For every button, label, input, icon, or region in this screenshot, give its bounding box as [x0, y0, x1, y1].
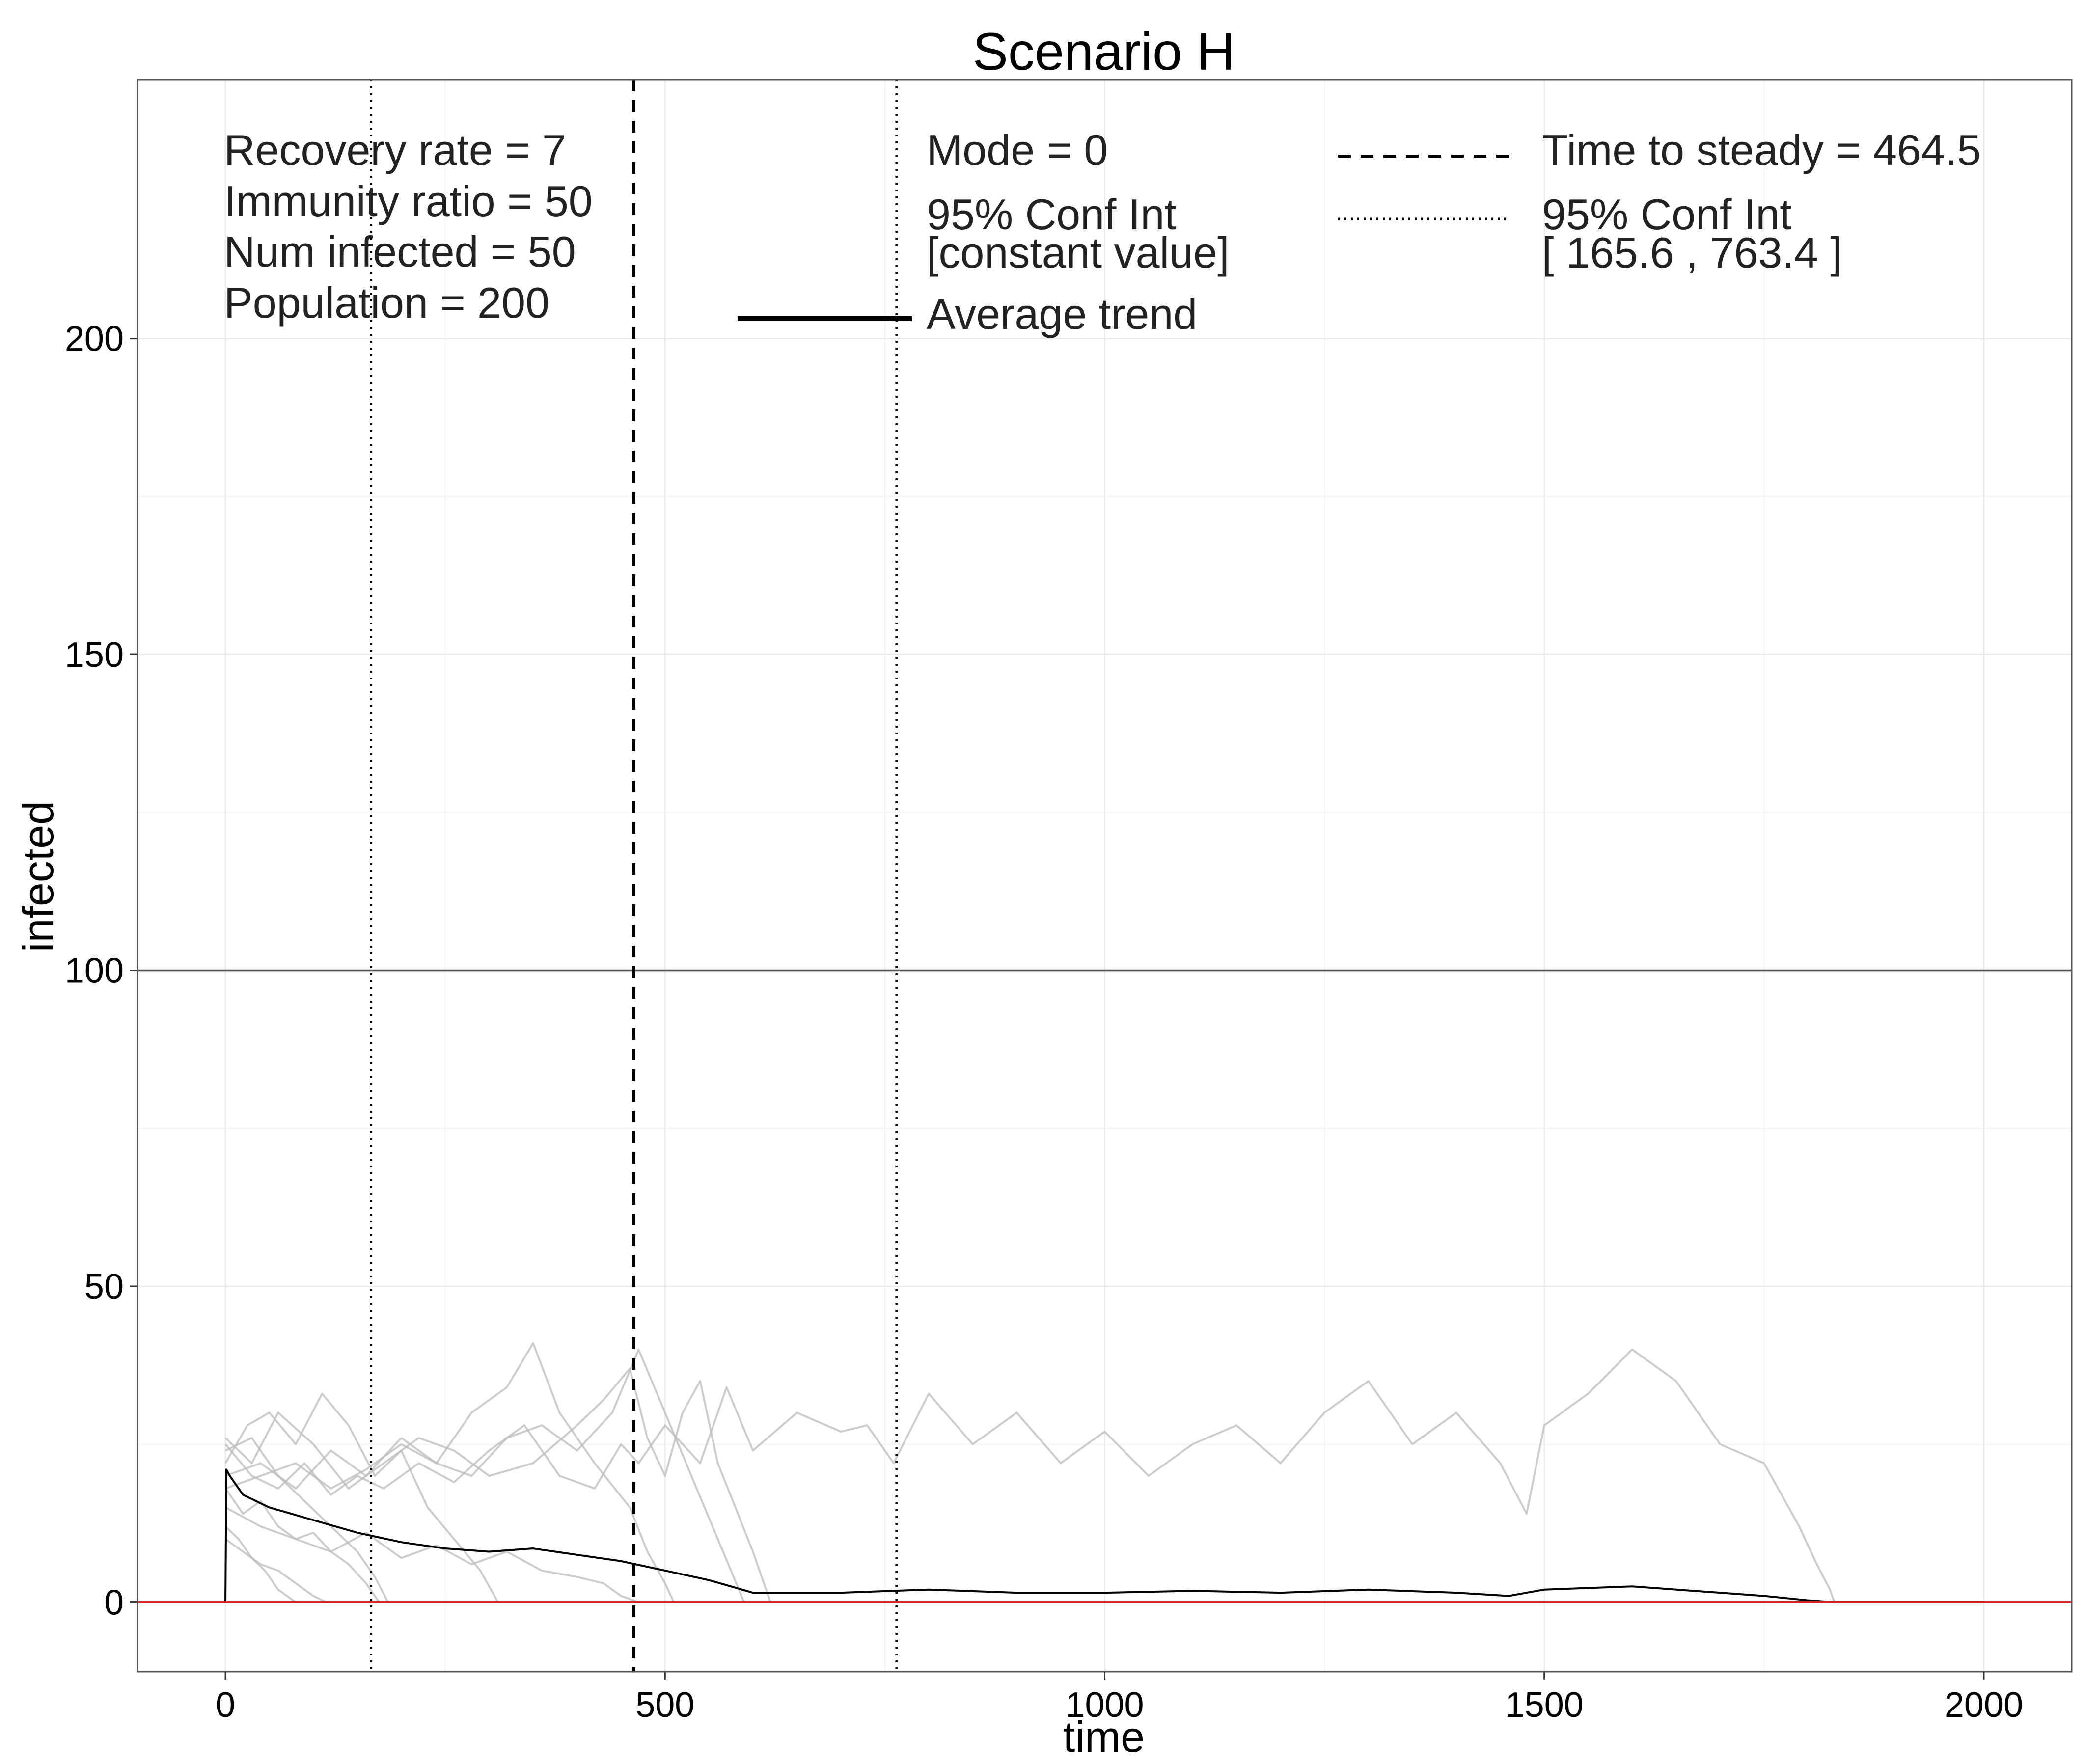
- steady-ci-value: [ 165.6 , 763.4 ]: [1542, 228, 1842, 277]
- time-to-steady-label: Time to steady = 464.5: [1542, 126, 1981, 174]
- mode-ci-label: 95% Conf Int: [927, 190, 1177, 239]
- y-tick-label: 200: [65, 320, 124, 359]
- x-axis-title: time: [1063, 1712, 1145, 1761]
- y-tick-label: 50: [84, 1267, 124, 1306]
- x-tick-label: 500: [635, 1685, 694, 1725]
- x-tick-label: 1500: [1505, 1685, 1584, 1725]
- y-axis-title: infected: [14, 801, 62, 952]
- param-immunity-ratio: Immunity ratio = 50: [224, 177, 593, 225]
- simulation-run-line: [224, 1367, 772, 1603]
- average-trend-label: Average trend: [927, 290, 1197, 338]
- simulation-run-line: [225, 1348, 745, 1603]
- y-tick-label: 0: [104, 1583, 124, 1622]
- simulation-run-line: [224, 1538, 327, 1603]
- simulation-run-line: [224, 1392, 499, 1603]
- x-tick-label: 1000: [1065, 1685, 1144, 1725]
- axis-ticks: 0 500 1000 1500 2000 0 50 100 150 200: [65, 320, 2023, 1725]
- y-tick-label: 150: [65, 635, 124, 675]
- param-num-infected: Num infected = 50: [224, 227, 576, 276]
- simulation-run-line: [225, 1342, 675, 1603]
- param-recovery-rate: Recovery rate = 7: [224, 126, 566, 174]
- average-series-group: [224, 1468, 1984, 1603]
- legend-annotations: Recovery rate = 7 Immunity ratio = 50 Nu…: [224, 126, 1981, 338]
- simulation-run-line: [224, 1348, 1836, 1603]
- param-population: Population = 200: [224, 278, 549, 327]
- y-tick-label: 100: [65, 951, 124, 991]
- run-series-group: [224, 1342, 1836, 1603]
- mode-label: Mode = 0: [927, 126, 1108, 174]
- simulation-run-line: [224, 1525, 297, 1603]
- simulation-run-line: [225, 1506, 639, 1603]
- chart-title: Scenario H: [973, 22, 1235, 81]
- mode-ci-value: [constant value]: [927, 228, 1229, 277]
- average-trend-line: [224, 1468, 1984, 1603]
- x-tick-label: 2000: [1945, 1685, 2023, 1725]
- x-tick-label: 0: [216, 1685, 235, 1725]
- steady-ci-label: 95% Conf Int: [1542, 190, 1792, 239]
- simulation-run-line: [224, 1488, 381, 1603]
- reference-lines: [137, 80, 2072, 1672]
